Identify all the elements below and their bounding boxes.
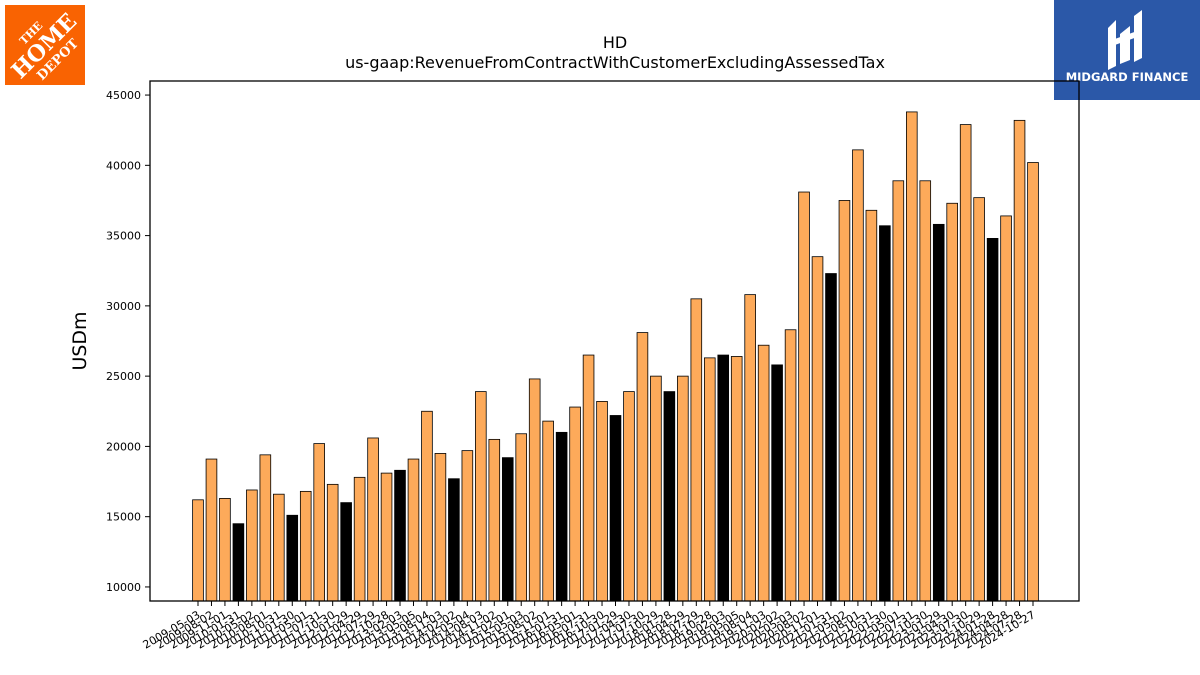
bar-series — [192, 111, 1039, 602]
bar — [757, 344, 770, 602]
y-tick-label: 25000 — [106, 370, 141, 383]
bar — [852, 149, 864, 602]
y-tick-label: 20000 — [106, 440, 141, 453]
bar — [986, 238, 999, 602]
y-tick-label: 15000 — [106, 511, 141, 524]
bar — [663, 391, 676, 602]
bar — [232, 523, 245, 602]
bar — [1013, 119, 1026, 602]
plot-frame — [149, 80, 1080, 602]
bar — [394, 469, 406, 602]
bar — [636, 332, 649, 602]
bar — [973, 197, 985, 602]
midgard-emblem-icon — [1108, 10, 1142, 70]
bar — [879, 225, 891, 602]
bar — [650, 375, 662, 602]
home-depot-logo: THE HOME DEPOT — [5, 5, 85, 85]
y-tick-label: 35000 — [106, 230, 141, 243]
bar — [569, 406, 581, 602]
bar — [246, 489, 258, 602]
bar — [501, 457, 514, 602]
bar — [326, 483, 339, 602]
bar — [555, 431, 568, 602]
bar — [475, 391, 487, 602]
bar — [623, 391, 635, 602]
bar — [825, 273, 837, 602]
x-axis-ticks: 2009-05-032009-08-022009-11-012010-01-31… — [141, 601, 1038, 652]
y-tick-label: 10000 — [106, 581, 141, 594]
bar — [906, 111, 918, 602]
bar — [865, 209, 878, 602]
bar — [784, 329, 797, 602]
bar — [1000, 215, 1012, 602]
bar — [367, 437, 379, 602]
bar — [259, 454, 272, 602]
bar — [596, 401, 608, 602]
bar — [919, 180, 932, 602]
bar — [313, 443, 325, 602]
bar — [434, 453, 447, 602]
bar — [703, 357, 716, 602]
bar — [892, 180, 905, 602]
bar — [838, 200, 851, 602]
y-tick-label: 30000 — [106, 300, 141, 313]
bar — [717, 354, 730, 602]
chart-title: HD — [603, 33, 627, 52]
bar — [448, 478, 460, 602]
bar — [528, 378, 541, 602]
bar — [340, 502, 352, 602]
bar — [286, 514, 299, 602]
y-tick-label: 40000 — [106, 159, 141, 172]
bar — [690, 298, 703, 602]
y-axis-label: USDm — [69, 311, 91, 370]
bar — [219, 498, 231, 602]
bar — [461, 450, 474, 602]
bar — [811, 256, 824, 602]
home-depot-logo-background — [5, 5, 85, 85]
bar — [380, 472, 393, 602]
bar — [192, 499, 204, 602]
bar — [407, 458, 420, 602]
bar — [959, 124, 972, 602]
bar — [771, 364, 783, 602]
bar — [515, 433, 528, 602]
chart-subtitle: us-gaap:RevenueFromContractWithCustomerE… — [345, 53, 885, 72]
bar — [542, 420, 554, 602]
bar — [205, 458, 218, 602]
bar — [488, 438, 501, 602]
midgard-finance-logo-text: MIDGARD FINANCE — [1066, 70, 1189, 84]
bar — [353, 476, 366, 602]
bar — [273, 493, 285, 602]
bar — [609, 415, 622, 602]
y-tick-label: 45000 — [106, 89, 141, 102]
bar — [730, 356, 743, 602]
bar — [1027, 162, 1039, 602]
bar — [421, 410, 433, 602]
bar — [582, 354, 595, 602]
bar — [299, 490, 312, 602]
bar — [798, 191, 810, 602]
bar — [744, 294, 756, 602]
y-axis-ticks: 10000 15000 20000 25000 30000 35000 40000 45000 — [106, 89, 150, 594]
bar — [932, 223, 945, 602]
bar — [677, 375, 689, 602]
bar — [946, 202, 958, 602]
midgard-finance-logo: MIDGARD FINANCE — [1054, 0, 1200, 100]
